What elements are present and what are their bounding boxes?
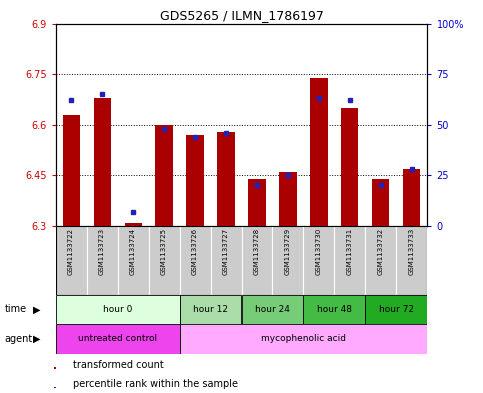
Text: hour 72: hour 72 (379, 305, 414, 314)
Bar (248, 179, 266, 226)
Bar (149, 226, 180, 295)
Text: ▶: ▶ (32, 334, 40, 344)
Bar (180, 295, 242, 324)
Bar (272, 226, 303, 295)
Bar (125, 222, 142, 226)
Text: time: time (5, 305, 27, 314)
Bar (334, 226, 366, 295)
Bar (403, 169, 421, 226)
Text: GSM1133732: GSM1133732 (378, 228, 384, 275)
Bar (341, 108, 358, 226)
Bar (366, 226, 397, 295)
Bar (94, 98, 111, 226)
Bar (62, 115, 80, 226)
Text: ▶: ▶ (32, 305, 40, 314)
Bar (86, 226, 117, 295)
Bar (242, 295, 303, 324)
Bar (180, 324, 427, 354)
Text: GSM1133730: GSM1133730 (316, 228, 322, 275)
Bar (54, 387, 56, 388)
Bar (303, 226, 334, 295)
Title: GDS5265 / ILMN_1786197: GDS5265 / ILMN_1786197 (159, 9, 324, 22)
Text: agent: agent (5, 334, 33, 344)
Text: transformed count: transformed count (72, 360, 163, 370)
Bar (56, 226, 86, 295)
Bar (397, 226, 427, 295)
Bar (303, 295, 366, 324)
Bar (280, 172, 297, 226)
Text: hour 24: hour 24 (255, 305, 290, 314)
Text: GSM1133722: GSM1133722 (68, 228, 74, 275)
Text: GSM1133731: GSM1133731 (347, 228, 353, 275)
Bar (156, 125, 172, 226)
Text: GSM1133724: GSM1133724 (130, 228, 136, 275)
Bar (117, 226, 149, 295)
Bar (186, 135, 203, 226)
Text: GSM1133733: GSM1133733 (409, 228, 415, 275)
Bar (242, 226, 272, 295)
Text: hour 0: hour 0 (103, 305, 132, 314)
Bar (180, 226, 211, 295)
Bar (372, 179, 389, 226)
Text: GSM1133727: GSM1133727 (223, 228, 229, 275)
Bar (54, 367, 56, 369)
Text: untreated control: untreated control (78, 334, 157, 343)
Bar (366, 295, 427, 324)
Bar (56, 324, 180, 354)
Text: GSM1133723: GSM1133723 (99, 228, 105, 275)
Bar (311, 77, 327, 226)
Bar (217, 132, 235, 226)
Bar (56, 295, 180, 324)
Text: percentile rank within the sample: percentile rank within the sample (72, 379, 238, 389)
Text: GSM1133726: GSM1133726 (192, 228, 198, 275)
Bar (211, 226, 242, 295)
Text: mycophenolic acid: mycophenolic acid (261, 334, 346, 343)
Text: GSM1133728: GSM1133728 (254, 228, 260, 275)
Text: GSM1133725: GSM1133725 (161, 228, 167, 275)
Text: hour 48: hour 48 (317, 305, 352, 314)
Text: hour 12: hour 12 (193, 305, 228, 314)
Text: GSM1133729: GSM1133729 (285, 228, 291, 275)
